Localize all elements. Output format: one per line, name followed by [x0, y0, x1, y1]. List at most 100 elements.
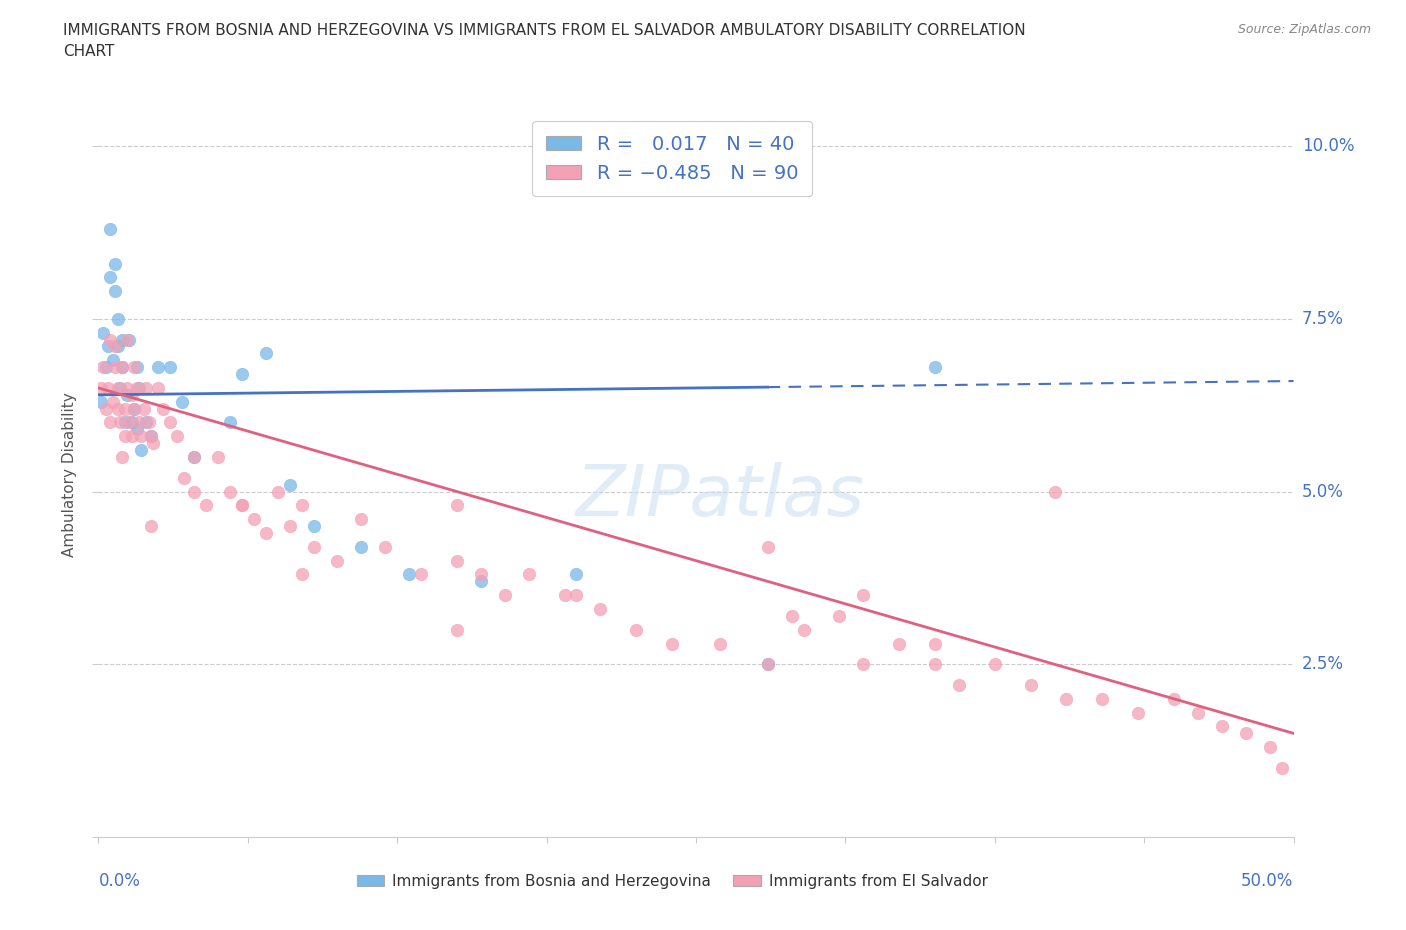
Point	[291, 498, 314, 512]
Point	[219, 485, 242, 499]
Point	[173, 471, 195, 485]
Point	[104, 284, 127, 299]
Point	[98, 221, 122, 236]
Point	[984, 657, 1007, 671]
Point	[1163, 691, 1185, 706]
Text: 5.0%: 5.0%	[1302, 483, 1344, 500]
Point	[115, 388, 138, 403]
Point	[207, 449, 229, 464]
Point	[97, 339, 120, 354]
Point	[124, 401, 146, 416]
Point	[115, 380, 138, 395]
Point	[124, 401, 146, 416]
Point	[709, 636, 731, 651]
Point	[350, 539, 373, 554]
Point	[1211, 719, 1233, 734]
Point	[97, 380, 120, 395]
Point	[219, 415, 242, 430]
Point	[183, 449, 205, 464]
Point	[948, 678, 970, 693]
Point	[589, 602, 612, 617]
Point	[1271, 761, 1294, 776]
Point	[125, 380, 148, 395]
Point	[132, 401, 155, 416]
Point	[756, 539, 779, 554]
Point	[780, 608, 803, 623]
Point	[494, 588, 516, 603]
Point	[302, 539, 325, 554]
Point	[159, 360, 181, 375]
Point	[98, 332, 122, 347]
Point	[107, 339, 129, 354]
Point	[114, 401, 136, 416]
Point	[98, 415, 122, 430]
Point	[195, 498, 218, 512]
Point	[1128, 705, 1150, 720]
Text: 10.0%: 10.0%	[1302, 137, 1354, 155]
Point	[125, 360, 148, 375]
Point	[470, 574, 492, 589]
Point	[98, 270, 122, 285]
Point	[104, 256, 127, 271]
Point	[166, 429, 188, 444]
Point	[91, 326, 114, 340]
Point	[125, 422, 148, 437]
Point	[626, 622, 648, 637]
Point	[446, 553, 468, 568]
Point	[115, 332, 138, 347]
Point	[793, 622, 815, 637]
Point	[924, 360, 946, 375]
Point	[565, 567, 588, 582]
Point	[139, 519, 162, 534]
Point	[1043, 485, 1066, 499]
Point	[94, 360, 117, 375]
Point	[1019, 678, 1042, 693]
Point	[121, 415, 143, 430]
Point	[1234, 726, 1257, 741]
Text: ZIPatlas: ZIPatlas	[575, 461, 865, 530]
Point	[1091, 691, 1114, 706]
Point	[756, 657, 779, 671]
Point	[446, 498, 468, 512]
Point	[138, 415, 160, 430]
Point	[172, 394, 194, 409]
Point	[374, 539, 396, 554]
Point	[924, 636, 946, 651]
Point	[254, 525, 277, 540]
Point	[183, 485, 205, 499]
Text: IMMIGRANTS FROM BOSNIA AND HERZEGOVINA VS IMMIGRANTS FROM EL SALVADOR AMBULATORY: IMMIGRANTS FROM BOSNIA AND HERZEGOVINA V…	[63, 23, 1026, 60]
Point	[91, 360, 114, 375]
Point	[108, 380, 131, 395]
Point	[326, 553, 349, 568]
Point	[124, 360, 146, 375]
Point	[114, 415, 136, 430]
Point	[267, 485, 290, 499]
Point	[114, 429, 136, 444]
Point	[254, 346, 277, 361]
Point	[398, 567, 420, 582]
Legend: Immigrants from Bosnia and Herzegovina, Immigrants from El Salvador: Immigrants from Bosnia and Herzegovina, …	[350, 868, 994, 895]
Point	[108, 415, 131, 430]
Text: Source: ZipAtlas.com: Source: ZipAtlas.com	[1237, 23, 1371, 36]
Point	[111, 360, 134, 375]
Point	[183, 449, 205, 464]
Point	[278, 519, 301, 534]
Point	[828, 608, 851, 623]
Point	[470, 567, 492, 582]
Text: 50.0%: 50.0%	[1241, 871, 1294, 890]
Point	[94, 401, 117, 416]
Point	[107, 380, 129, 395]
Point	[231, 498, 253, 512]
Point	[139, 429, 162, 444]
Point	[1258, 739, 1281, 754]
Point	[278, 477, 301, 492]
Point	[159, 415, 181, 430]
Point	[104, 360, 127, 375]
Point	[661, 636, 683, 651]
Point	[231, 366, 253, 381]
Point	[148, 360, 170, 375]
Point	[128, 415, 150, 430]
Point	[118, 332, 141, 347]
Point	[756, 657, 779, 671]
Point	[1187, 705, 1209, 720]
